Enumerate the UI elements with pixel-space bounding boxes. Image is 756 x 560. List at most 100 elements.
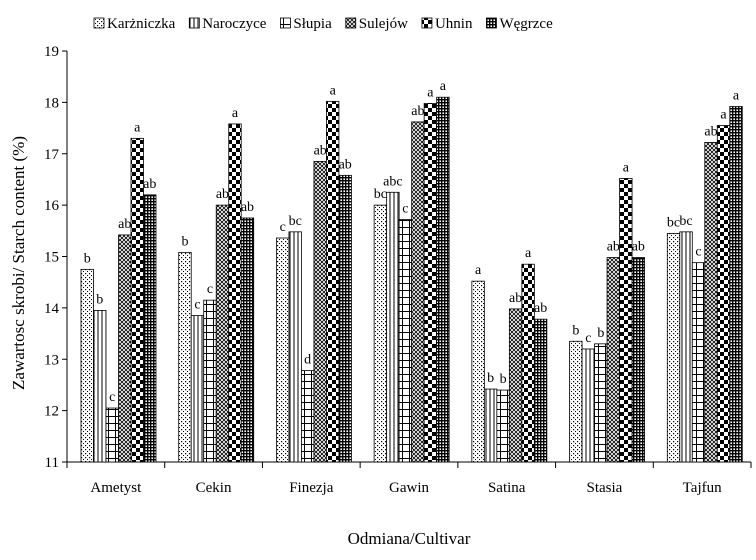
bar [288,231,302,463]
y-tick-label: 11 [45,455,59,471]
y-tick-label: 19 [44,44,59,60]
y-tick-label: 16 [44,198,60,214]
significance-label: b [487,371,494,386]
bar [373,204,388,463]
bar [716,125,731,463]
legend-swatch [345,17,357,29]
significance-label: bc [289,214,302,229]
significance-label: ab [704,124,717,139]
bar [386,191,400,463]
y-tick-label: 14 [44,301,60,317]
plot-area: 111213141516171819AmetystbbcabaabCekinbc… [44,44,752,496]
significance-label: b [500,372,507,387]
bar [190,315,205,463]
legend-label: Uhnin [435,16,473,32]
significance-label: ab [411,104,424,119]
significance-label: ab [143,177,156,192]
y-tick-label: 18 [44,95,59,111]
category-label: Tajfun [683,480,722,496]
significance-label: a [330,83,337,98]
bar [666,232,681,463]
bar [80,268,94,463]
bar [423,103,438,463]
bar [240,217,255,463]
significance-label: a [525,246,532,261]
legend-swatch [188,17,200,29]
legend-swatch [486,17,497,29]
legend-label: Węgrzce [499,16,553,32]
bar [471,280,485,463]
y-tick-label: 13 [44,352,59,368]
bar [93,310,107,463]
legend: Karżniczka Naroczyce Słupia Sulejów Uhnin Węg… [93,16,553,32]
bar [276,237,290,463]
bar [130,137,144,463]
bar [606,257,620,463]
bar [118,234,132,463]
bar [581,348,595,463]
legend-swatch [280,17,291,29]
significance-label: ab [241,200,254,215]
y-tick-label: 17 [44,147,60,163]
bar [679,231,693,463]
significance-label: bc [374,187,387,202]
bar [178,251,192,463]
significance-label: bc [679,214,692,229]
significance-label: ab [216,187,229,202]
significance-label: c [585,331,591,346]
bar [521,263,535,463]
category-label: Finezja [289,480,333,496]
bar [398,219,413,463]
significance-label: ab [607,240,620,255]
significance-label: a [134,120,141,135]
significance-label: a [733,88,740,103]
bar [313,161,327,463]
significance-label: b [572,323,579,338]
legend-label: Karżniczka [107,16,176,32]
legend-label: Słupia [293,16,332,32]
significance-label: c [109,390,115,405]
bar [483,388,498,463]
category-label: Satina [488,480,526,496]
significance-label: c [280,220,286,235]
bar [436,96,450,463]
significance-label: a [232,106,239,121]
legend-label: Naroczyce [202,16,266,32]
bar [301,370,315,463]
significance-label: a [720,107,727,122]
significance-label: b [84,251,91,266]
bar [631,257,645,463]
significance-label: bc [667,215,680,230]
legend-swatch [93,17,105,29]
significance-label: a [623,160,630,175]
significance-label: b [181,234,188,249]
bar [533,318,548,463]
bar [338,174,352,463]
y-axis-title: Zawartosc skrobi/ Starch content (%) [9,136,28,390]
significance-label: ab [314,143,327,158]
significance-label: ab [509,291,522,306]
significance-label: ab [339,157,352,172]
bar [569,340,583,463]
significance-label: b [597,326,604,341]
bar [105,407,119,463]
significance-label: ab [632,240,645,255]
bar [496,389,510,463]
significance-label: c [695,245,701,260]
significance-label: c [194,298,200,313]
bar [729,106,743,463]
category-label: Stasia [587,480,623,496]
bar [594,343,608,463]
bar [411,121,425,463]
category-label: Ametyst [90,480,142,496]
bar [143,194,157,463]
bar [215,204,230,463]
legend-swatch [421,17,433,29]
bar [508,308,523,463]
bar [228,123,242,463]
significance-label: b [96,292,103,307]
significance-label: c [402,202,408,217]
bar [619,178,633,463]
bar [203,299,217,463]
